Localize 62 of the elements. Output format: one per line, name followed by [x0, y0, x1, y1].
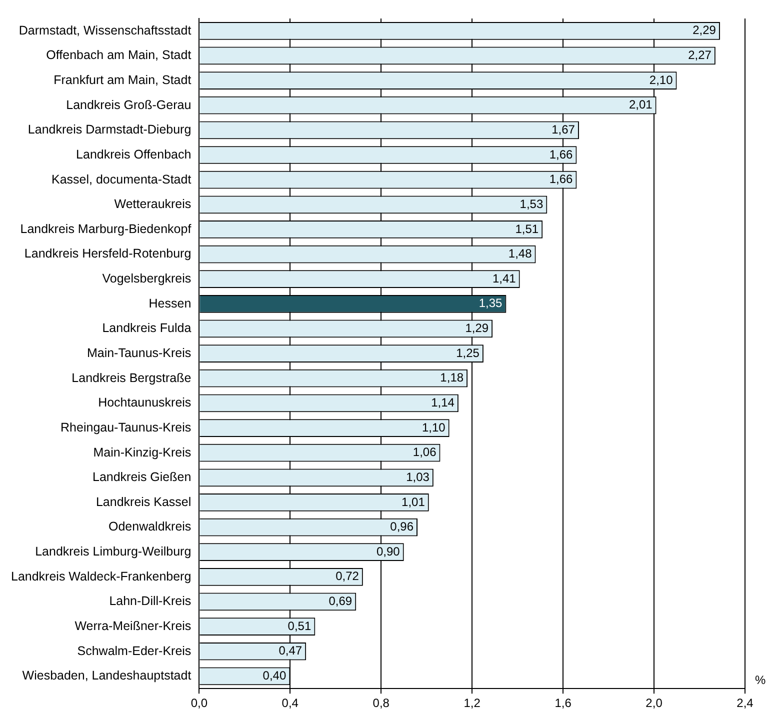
data-label: 1,35	[478, 296, 503, 310]
data-label: 0,96	[390, 520, 414, 534]
y-tick-label: Landkreis Darmstadt-Dieburg	[28, 122, 192, 137]
x-tick-label: 1,6	[554, 696, 572, 710]
y-tick-label: Wetteraukreis	[114, 197, 192, 212]
y-tick-label: Wiesbaden, Landeshauptstadt	[22, 668, 192, 683]
x-tick-label: 0,4	[282, 696, 299, 710]
data-label: 0,72	[336, 569, 360, 584]
data-label: 1,03	[406, 470, 430, 484]
x-tick-label: 1,2	[464, 696, 481, 710]
data-label: 1,06	[412, 445, 437, 460]
data-label: 0,51	[288, 618, 312, 633]
y-tick-label: Kassel, documenta-Stadt	[52, 172, 192, 186]
data-label: 0,90	[376, 544, 400, 558]
y-tick-label: Hochtaunuskreis	[98, 396, 192, 410]
x-axis-title: %	[755, 672, 766, 687]
y-tick-label: Main-Taunus-Kreis	[86, 346, 192, 360]
data-label: 1,29	[465, 321, 489, 336]
x-tick-label: 2,0	[646, 696, 663, 710]
y-tick-label: Vogelsbergkreis	[102, 272, 192, 286]
data-label: 1,18	[440, 370, 464, 385]
y-tick-label: Landkreis Waldeck-Frankenberg	[10, 569, 192, 584]
data-label: 0,69	[328, 594, 352, 608]
y-tick-label: Landkreis Kassel	[96, 494, 192, 509]
data-label: 0,47	[278, 644, 302, 658]
y-tick-label: Hessen	[148, 296, 192, 310]
y-tick-label: Landkreis Bergstraße	[72, 370, 192, 385]
data-label: 2,10	[649, 72, 674, 87]
y-tick-label: Werra-Meißner-Kreis	[74, 619, 192, 634]
data-label: 1,48	[508, 246, 532, 261]
data-label: 1,51	[515, 222, 539, 236]
y-tick-label: Darmstadt, Wissenschaftsstadt	[18, 23, 192, 38]
y-tick-label: Landkreis Gießen	[92, 470, 192, 484]
y-tick-label: Schwalm-Eder-Kreis	[77, 644, 192, 658]
y-tick-label: Landkreis Hersfeld-Rotenburg	[24, 246, 192, 261]
x-tick-label: 0,0	[190, 696, 208, 710]
data-label: 2,29	[692, 23, 716, 38]
data-label: 2,01	[628, 98, 653, 112]
y-tick-label: Frankfurt am Main, Stadt	[54, 73, 192, 87]
data-label: 1,25	[456, 346, 480, 360]
data-label: 1,66	[549, 172, 574, 186]
y-tick-label: Offenbach am Main, Stadt	[46, 48, 192, 62]
data-label: 1,66	[549, 147, 574, 162]
y-tick-label: Landkreis Offenbach	[76, 147, 192, 162]
y-tick-label: Landkreis Groß-Gerau	[66, 98, 192, 112]
y-tick-label: Rheingau-Taunus-Kreis	[60, 420, 192, 434]
y-tick-label: Main-Kinzig-Kreis	[93, 445, 192, 460]
data-label: 1,01	[402, 494, 426, 509]
data-label: 1,67	[552, 122, 576, 136]
y-tick-label: Landkreis Limburg-Weilburg	[35, 544, 192, 559]
data-label: 0,40	[262, 668, 286, 683]
x-tick-label: 2,4	[736, 696, 754, 710]
x-tick-label: 0,8	[372, 696, 390, 710]
data-label: 2,27	[688, 48, 712, 62]
y-tick-label: Lahn-Dill-Kreis	[109, 594, 192, 608]
y-tick-label: Landkreis Marburg-Biedenkopf	[20, 222, 192, 236]
data-label: 1,41	[492, 271, 516, 286]
y-tick-label: Odenwaldkreis	[108, 520, 192, 534]
y-tick-label: Landkreis Fulda	[102, 321, 192, 336]
data-label: 1,10	[422, 420, 446, 434]
data-label: 1,14	[431, 396, 455, 410]
data-label: 1,53	[520, 196, 544, 211]
